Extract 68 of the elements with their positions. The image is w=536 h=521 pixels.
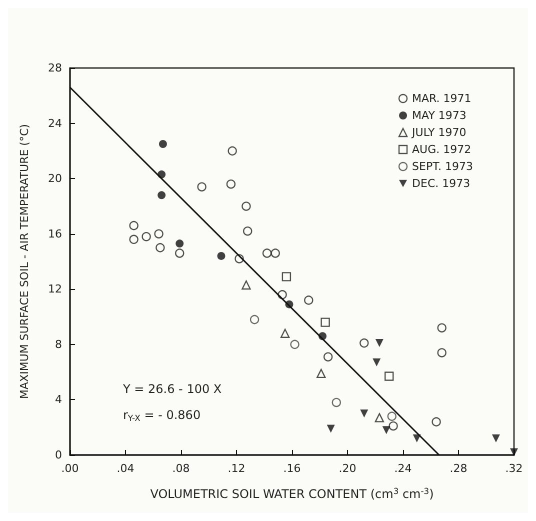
point	[492, 434, 500, 442]
point	[175, 248, 184, 258]
point	[388, 421, 398, 431]
point	[384, 372, 394, 381]
point	[387, 412, 396, 421]
point	[158, 191, 166, 200]
point	[217, 252, 226, 260]
point	[360, 410, 368, 418]
legend-label: MAY 1973	[412, 109, 466, 122]
point	[280, 328, 290, 338]
legend-label: MAR. 1971	[412, 92, 472, 105]
point	[316, 368, 326, 378]
x-tick-label: .20	[338, 462, 356, 475]
x-tick-label: .08	[172, 462, 190, 475]
x-tick-label: .00	[61, 462, 79, 475]
point	[197, 182, 206, 192]
legend-label: JULY 1970	[411, 126, 466, 139]
y-tick-label: 8	[55, 338, 62, 351]
point	[129, 220, 138, 230]
point	[374, 413, 384, 422]
legend-label: DEC. 1973	[412, 177, 470, 190]
y-tick-label: 20	[48, 172, 62, 186]
point	[129, 234, 138, 244]
point	[382, 426, 390, 434]
y-tick-label: 12	[48, 282, 62, 296]
y-tick-label: 28	[48, 62, 62, 74]
point	[326, 424, 335, 433]
x-tick-label: .16	[283, 462, 301, 475]
point	[282, 272, 292, 282]
point	[270, 248, 280, 258]
y-tick-label: 24	[48, 116, 62, 130]
point	[372, 358, 381, 366]
point	[432, 417, 441, 426]
point	[226, 180, 236, 189]
point	[375, 339, 384, 348]
point	[290, 340, 300, 350]
point	[156, 243, 165, 252]
point	[154, 229, 164, 238]
point	[228, 146, 237, 156]
y-tick-label: 4	[55, 393, 62, 406]
x-tick-label: .28	[450, 462, 468, 475]
x-tick-label: .12	[228, 462, 246, 475]
x-tick-label: .32	[505, 462, 523, 475]
x-tick-label: .04	[116, 462, 134, 475]
point	[437, 348, 446, 358]
point	[242, 202, 251, 211]
y-axis-title: MAXIMUM SURFACE SOIL - AIR TEMPERATURE (°C)	[18, 124, 31, 399]
point	[323, 352, 333, 362]
y-tick-label: 16	[48, 227, 62, 240]
point	[437, 323, 446, 332]
point	[142, 232, 151, 242]
point	[320, 318, 330, 327]
point	[332, 398, 341, 408]
point	[250, 314, 260, 324]
point	[304, 296, 314, 305]
point	[242, 280, 251, 290]
annotation: Y = 26.6 - 100 X	[122, 382, 222, 396]
point	[360, 338, 369, 348]
point	[176, 240, 184, 248]
point	[262, 248, 272, 258]
point	[234, 254, 244, 264]
x-tick-label: .24	[394, 462, 412, 475]
point	[158, 140, 167, 148]
point	[243, 226, 252, 236]
y-tick-label: 0	[55, 448, 62, 462]
point	[278, 290, 287, 300]
legend-label: AUG. 1972	[412, 143, 472, 156]
legend-label: SEPT. 1973	[412, 160, 473, 173]
